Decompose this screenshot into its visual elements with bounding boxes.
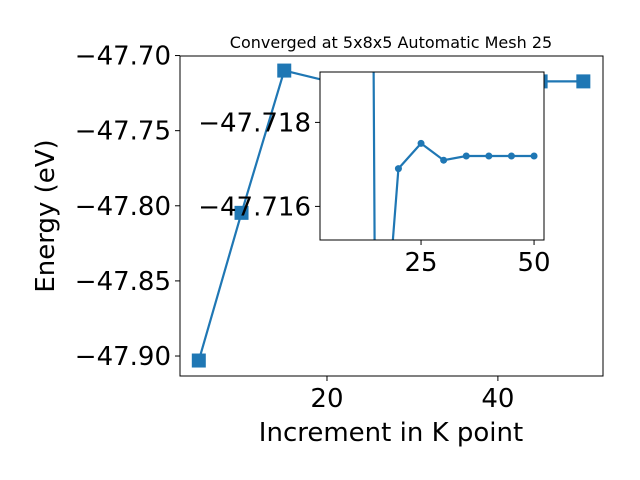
y-axis-label: Energy (eV) [31,139,61,292]
axes-frame [179,55,604,377]
data-point [394,165,402,173]
data-point [372,455,379,462]
y-tick-label: −47.716 [198,192,311,222]
data-point [530,152,538,160]
x-tick-label: 20 [310,384,343,414]
x-axis-label: Increment in K point [259,418,523,448]
y-tick-label: −47.80 [75,192,171,222]
data-point [191,353,206,368]
y-tick-label: −47.718 [198,108,311,138]
y-tick-label: −47.75 [75,117,171,147]
data-point [507,152,515,160]
data-line [372,72,535,240]
x-tick-label: 50 [518,248,551,278]
data-point [462,152,470,160]
data-point [576,74,591,89]
chart-title: Converged at 5x8x5 Automatic Mesh 25 [230,33,552,52]
data-point [417,139,425,147]
plot-content [372,72,538,462]
y-tick-label: −47.70 [75,42,171,72]
x-tick-label: 25 [404,248,437,278]
axes-frame [319,71,545,241]
y-tick-label: −47.85 [75,267,171,297]
data-point [440,156,448,164]
data-point [234,205,249,220]
x-tick-label: 40 [481,384,514,414]
data-point [485,152,493,160]
data-point [277,63,292,78]
y-tick-label: −47.90 [75,342,171,372]
